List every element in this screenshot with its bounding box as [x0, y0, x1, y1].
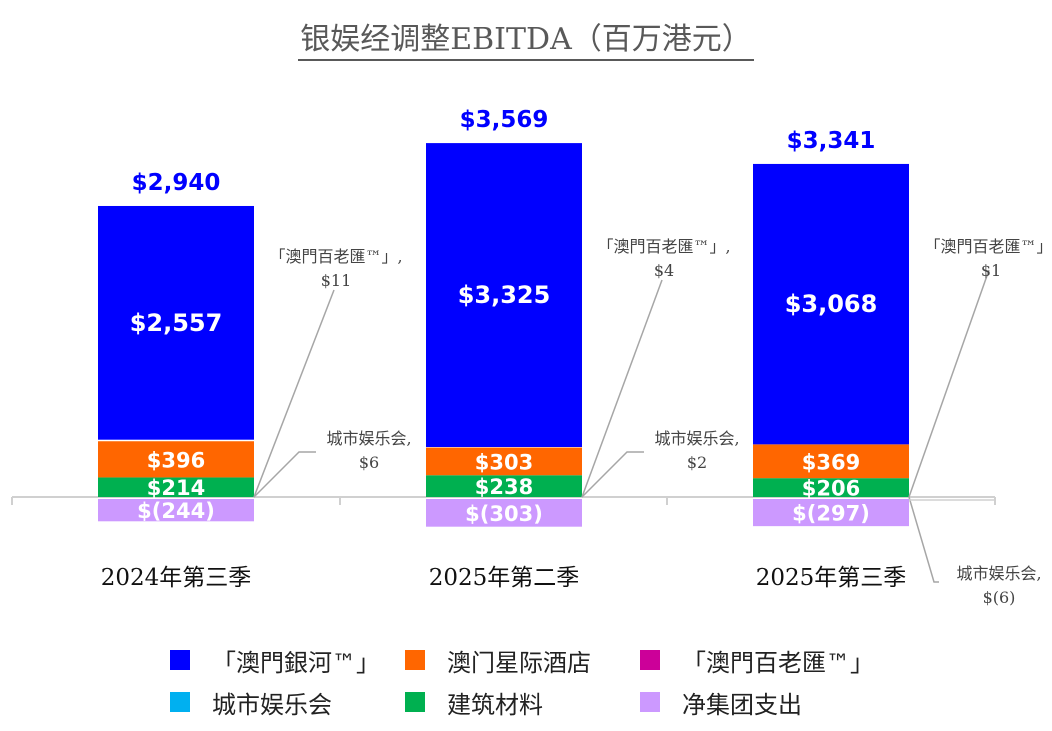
legend-swatch	[170, 650, 190, 670]
callout-leader-line	[581, 279, 663, 498]
bar-segment-1	[753, 444, 909, 479]
x-tick-label: 2025年第二季	[429, 565, 580, 591]
bar-segment-4	[426, 475, 582, 497]
x-tick-label: 2024年第三季	[101, 565, 252, 591]
callout-value: $11	[321, 271, 352, 290]
bar-segment-5	[98, 499, 254, 522]
bar-data-label: $2,557	[130, 309, 223, 337]
legend-item: 「澳門銀河™」	[170, 645, 405, 677]
callout-label: 城市娱乐会,	[326, 429, 411, 448]
callout-leader-line	[908, 269, 990, 498]
bar-data-label: $396	[147, 448, 205, 472]
legend-swatch	[170, 692, 190, 712]
bar-data-label: $303	[475, 450, 533, 474]
callout-leader-line	[908, 496, 939, 583]
legend-swatch	[405, 692, 425, 712]
legend-item: 城市娱乐会	[170, 687, 405, 719]
callout-value: $2	[687, 453, 707, 472]
legend-item: 「澳門百老匯™」	[640, 645, 880, 677]
legend-item: 建筑材料	[405, 687, 640, 719]
bar-segment-0	[753, 163, 909, 445]
x-tick-label: 2025年第三季	[756, 565, 907, 591]
bar-segment-5	[753, 499, 909, 527]
bar-segment-1	[426, 447, 582, 476]
bar-segment-0	[426, 143, 582, 448]
bar-data-label: $206	[802, 477, 860, 501]
bar-data-label: $(297)	[792, 502, 870, 526]
bar-segment-4	[753, 478, 909, 497]
callout-label: 城市娱乐会,	[654, 429, 739, 448]
bar-data-label: $3,068	[785, 290, 878, 318]
bar-data-label: $(244)	[137, 499, 215, 523]
legend-swatch	[640, 692, 660, 712]
callout-label: 城市娱乐会,	[956, 564, 1041, 583]
legend-item: 澳门星际酒店	[405, 645, 640, 677]
callout-leader-line	[253, 451, 316, 498]
legend-swatch	[640, 650, 660, 670]
bar-data-label: $(303)	[465, 502, 543, 526]
bar-segment-5	[426, 499, 582, 527]
bar-data-label: $3,325	[458, 281, 551, 309]
callout-value: $4	[654, 261, 674, 280]
callout-label: 「澳門百老匯™」,	[924, 237, 1052, 256]
bar-total-label: $2,940	[132, 170, 221, 196]
callout-leader-line	[253, 289, 335, 498]
bar-segment-4	[98, 477, 254, 497]
legend-swatch	[405, 650, 425, 670]
callout-leader-line	[581, 451, 644, 498]
legend: 「澳門銀河™」 澳门星际酒店 「澳門百老匯™」 城市娱乐会 建筑材料 净集团支出	[170, 645, 880, 719]
chart-title: 银娱经调整EBITDA（百万港元）	[0, 14, 1052, 61]
legend-item: 净集团支出	[640, 687, 880, 719]
callout-value: $1	[981, 261, 1001, 280]
bar-total-label: $3,341	[787, 128, 876, 154]
callout-label: 「澳門百老匯™」,	[269, 247, 402, 266]
bar-total-label: $3,569	[460, 107, 549, 133]
callout-label: 「澳門百老匯™」,	[597, 237, 730, 256]
callout-value: $(6)	[983, 588, 1016, 607]
chart-plot: $214 $396 $2,557 $2,940 $(244) 2024年第三季 「澳門百老匯…	[11, 107, 1052, 607]
bar-segment-1	[98, 441, 254, 478]
bar-segment-0	[98, 205, 254, 440]
bar-data-label: $238	[475, 475, 533, 499]
bar-data-label: $214	[147, 476, 205, 500]
callout-value: $6	[359, 453, 379, 472]
bar-data-label: $369	[802, 450, 860, 474]
